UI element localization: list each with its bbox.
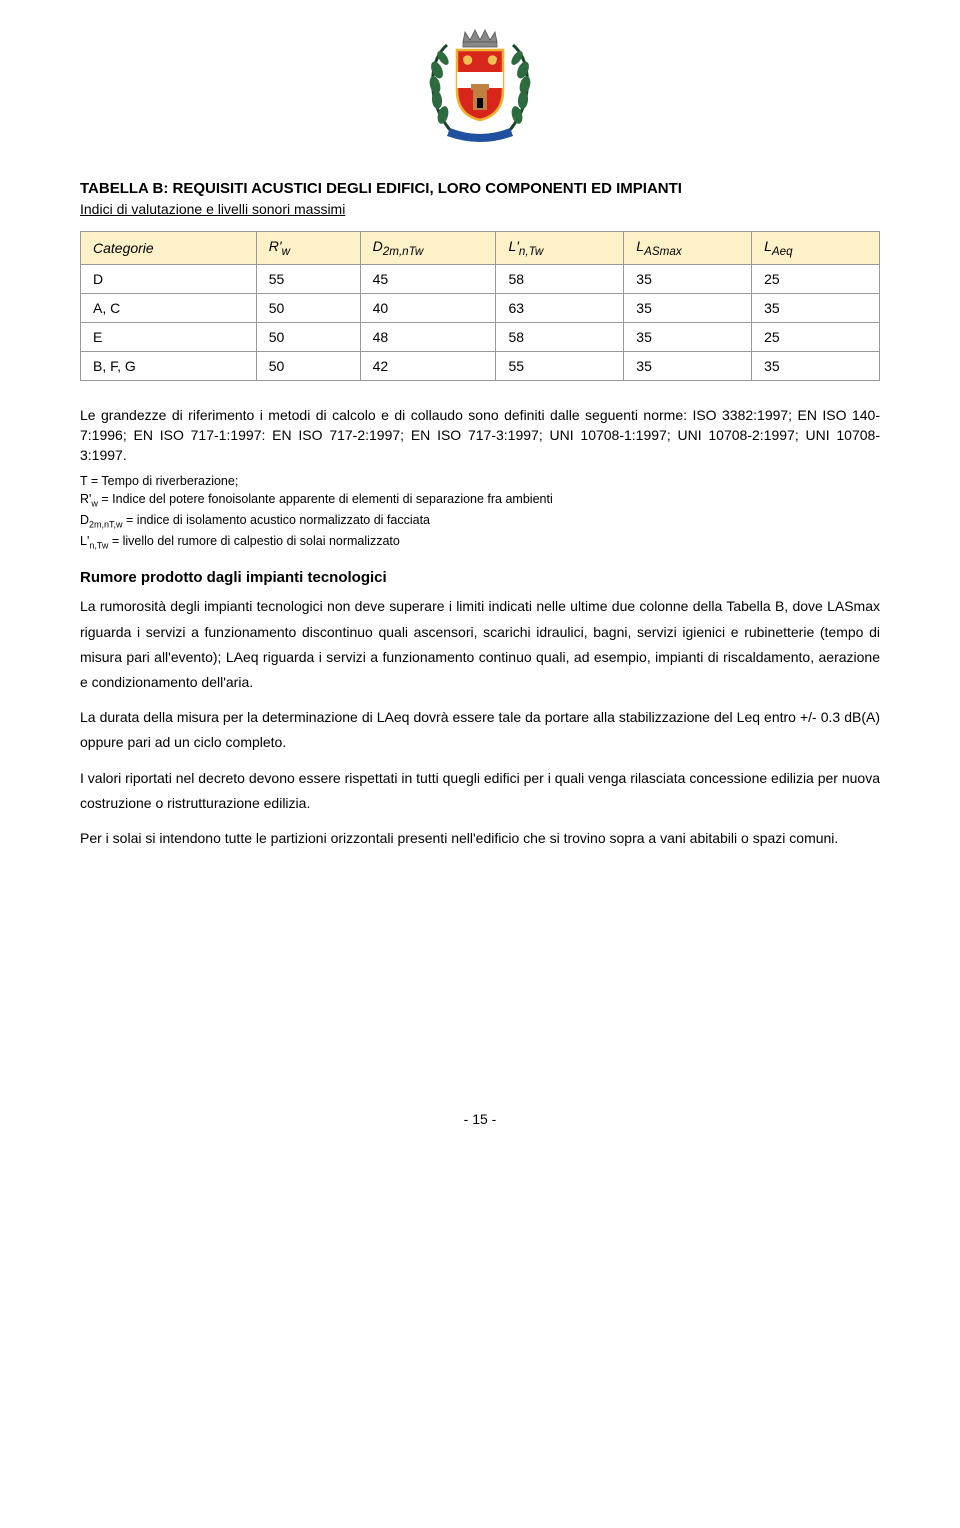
page-number: - 15 - [80, 1111, 880, 1127]
table-cell: 50 [256, 351, 360, 380]
table-row: D5545583525 [81, 264, 880, 293]
table-cell: 55 [256, 264, 360, 293]
table-header-cell: D2m,nTw [360, 232, 496, 265]
table-row: E5048583525 [81, 322, 880, 351]
municipal-crest-icon [415, 20, 545, 150]
section-heading: Rumore prodotto dagli impianti tecnologi… [80, 569, 880, 586]
paragraph-1: La rumorosità degli impianti tecnologici… [80, 594, 880, 695]
table-cell: 35 [752, 351, 880, 380]
table-cell: 50 [256, 322, 360, 351]
table-title: TABELLA B: REQUISITI ACUSTICI DEGLI EDIF… [80, 180, 880, 197]
table-row: A, C5040633535 [81, 293, 880, 322]
table-cell: 25 [752, 322, 880, 351]
table-cell: 40 [360, 293, 496, 322]
def-line-2: R'w = Indice del potere fonoisolante app… [80, 490, 880, 511]
table-subtitle: Indici di valutazione e livelli sonori m… [80, 201, 880, 217]
table-cell: 35 [752, 293, 880, 322]
table-cell: 25 [752, 264, 880, 293]
table-cell: 50 [256, 293, 360, 322]
def-line-3: D2m,nT,w = indice di isolamento acustico… [80, 511, 880, 532]
table-cell: 35 [624, 293, 752, 322]
requisiti-table: CategorieR'wD2m,nTwL'n,TwLASmaxLAeq D554… [80, 231, 880, 381]
table-cell: E [81, 322, 257, 351]
paragraph-2: La durata della misura per la determinaz… [80, 705, 880, 755]
table-cell: 55 [496, 351, 624, 380]
table-cell: 58 [496, 264, 624, 293]
paragraph-3: I valori riportati nel decreto devono es… [80, 766, 880, 816]
table-cell: 58 [496, 322, 624, 351]
def-line-1: T = Tempo di riverberazione; [80, 472, 880, 491]
table-row: B, F, G5042553535 [81, 351, 880, 380]
table-cell: 35 [624, 322, 752, 351]
table-cell: 48 [360, 322, 496, 351]
definitions-block: T = Tempo di riverberazione; R'w = Indic… [80, 472, 880, 554]
def-line-4: L'n,Tw = livello del rumore di calpestio… [80, 532, 880, 553]
table-header-row: CategorieR'wD2m,nTwL'n,TwLASmaxLAeq [81, 232, 880, 265]
table-header-cell: L'n,Tw [496, 232, 624, 265]
table-cell: 42 [360, 351, 496, 380]
table-cell: B, F, G [81, 351, 257, 380]
table-cell: 35 [624, 351, 752, 380]
table-cell: 35 [624, 264, 752, 293]
table-header-cell: Categorie [81, 232, 257, 265]
table-cell: A, C [81, 293, 257, 322]
table-header-cell: LAeq [752, 232, 880, 265]
table-cell: 63 [496, 293, 624, 322]
table-header-cell: LASmax [624, 232, 752, 265]
intro-paragraph: Le grandezze di riferimento i metodi di … [80, 405, 880, 466]
table-cell: 45 [360, 264, 496, 293]
table-cell: D [81, 264, 257, 293]
paragraph-4: Per i solai si intendono tutte le partiz… [80, 826, 880, 851]
table-header-cell: R'w [256, 232, 360, 265]
